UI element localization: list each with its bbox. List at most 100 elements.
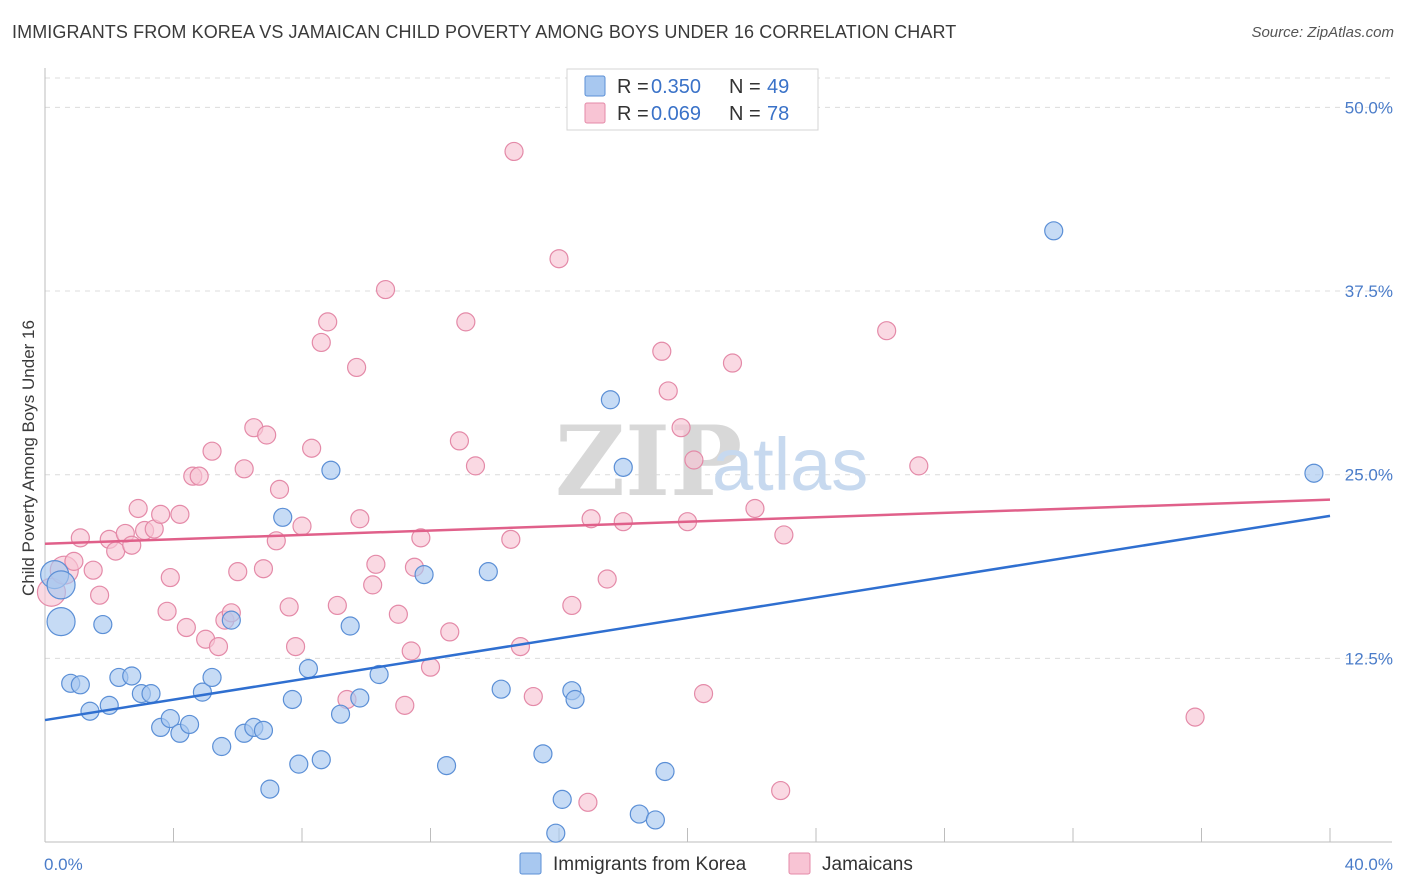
jamaica-point bbox=[456, 312, 476, 332]
jamaica-point bbox=[106, 541, 126, 561]
jamaica-point bbox=[523, 686, 543, 707]
jamaica-point bbox=[375, 279, 396, 300]
jamaica-point bbox=[311, 332, 331, 353]
jamaica-point bbox=[189, 466, 209, 486]
jamaica-point bbox=[652, 341, 672, 361]
jamaica-point bbox=[350, 509, 370, 529]
bottom-legend: Immigrants from Korea Jamaicans bbox=[519, 852, 913, 875]
korea-point bbox=[629, 804, 649, 824]
y-tick-label: 12.5% bbox=[1345, 649, 1393, 668]
jamaica-point bbox=[285, 636, 306, 657]
jamaica-point bbox=[366, 554, 386, 574]
legend-jamaica-n-label: N = bbox=[729, 103, 761, 125]
legend-jamaica-r-label: R = bbox=[617, 103, 649, 125]
bottom-legend-jamaica-swatch bbox=[788, 852, 811, 875]
legend-korea-n-label: N = bbox=[729, 76, 761, 98]
jamaica-point bbox=[581, 509, 601, 529]
jamaica-trend-line bbox=[44, 498, 1331, 545]
trend-lines bbox=[44, 498, 1331, 722]
korea-point bbox=[436, 755, 457, 776]
jamaica-point bbox=[279, 597, 299, 617]
korea-point bbox=[273, 507, 293, 527]
korea-point bbox=[46, 570, 76, 600]
legend-frame bbox=[566, 68, 819, 131]
legend-korea-n-value: 49 bbox=[767, 76, 789, 98]
jamaica-point bbox=[151, 504, 171, 524]
y-axis-label: Child Poverty Among Boys Under 16 bbox=[19, 320, 38, 596]
korea-point bbox=[533, 744, 553, 764]
jamaica-point bbox=[411, 528, 431, 548]
x-tick-label: 40.0% bbox=[1345, 855, 1393, 874]
jamaica-point bbox=[504, 141, 524, 162]
korea-point bbox=[160, 708, 180, 729]
legend-box: R = 0.350 N = 49 R = 0.069 N = 78 bbox=[566, 68, 819, 131]
jamaica-point bbox=[771, 780, 791, 801]
jamaica-point bbox=[578, 792, 598, 812]
jamaica-point bbox=[269, 479, 290, 499]
korea-point bbox=[600, 390, 621, 410]
korea-point bbox=[414, 564, 434, 585]
korea-point bbox=[552, 789, 572, 809]
jamaica-point bbox=[128, 498, 148, 519]
korea-point bbox=[253, 720, 274, 740]
korea-point bbox=[93, 614, 113, 635]
x-tick-label: 0.0% bbox=[44, 855, 83, 874]
jamaica-point bbox=[597, 569, 617, 589]
legend-jamaica-n-value: 78 bbox=[767, 103, 789, 125]
y-tick-label: 50.0% bbox=[1345, 98, 1393, 117]
jamaica-point bbox=[549, 249, 569, 269]
jamaica-point bbox=[70, 528, 90, 548]
jamaica-point bbox=[658, 381, 678, 401]
y-tick-label: 37.5% bbox=[1345, 282, 1393, 301]
chart-source: Source: ZipAtlas.com bbox=[1251, 24, 1394, 41]
jamaica-point bbox=[909, 456, 929, 476]
jamaica-point bbox=[318, 312, 338, 332]
jamaica-point bbox=[302, 438, 322, 458]
jamaica-point bbox=[1185, 707, 1205, 727]
jamaica-point bbox=[253, 559, 274, 579]
korea-point bbox=[655, 761, 675, 782]
korea-point bbox=[321, 460, 341, 480]
korea-point bbox=[565, 689, 585, 710]
jamaica-point bbox=[157, 601, 177, 621]
bottom-legend-korea-label: Immigrants from Korea bbox=[553, 854, 747, 875]
legend-korea-swatch bbox=[584, 75, 606, 97]
korea-point bbox=[202, 667, 222, 688]
korea-point bbox=[613, 457, 633, 477]
korea-point bbox=[478, 562, 498, 582]
legend-korea-r-label: R = bbox=[617, 76, 649, 98]
korea-point bbox=[282, 689, 302, 710]
jamaica-point bbox=[292, 516, 312, 536]
series-korea bbox=[40, 221, 1324, 843]
korea-point bbox=[491, 679, 511, 699]
korea-point bbox=[330, 704, 351, 724]
jamaica-point bbox=[401, 641, 421, 661]
jamaica-point bbox=[388, 604, 408, 624]
korea-point bbox=[260, 779, 280, 799]
legend-korea-r-value: 0.350 bbox=[651, 76, 701, 98]
korea-point bbox=[1304, 463, 1324, 483]
jamaica-point bbox=[90, 585, 110, 605]
jamaica-point bbox=[234, 459, 254, 479]
jamaica-point bbox=[774, 525, 794, 545]
korea-point bbox=[46, 607, 76, 637]
korea-point bbox=[179, 714, 200, 735]
korea-point bbox=[141, 684, 161, 704]
jamaica-point bbox=[877, 321, 897, 341]
jamaica-point bbox=[327, 595, 347, 616]
korea-point bbox=[546, 823, 566, 843]
korea-point bbox=[212, 736, 232, 757]
jamaica-point bbox=[160, 567, 180, 588]
korea-point bbox=[289, 754, 309, 774]
tick-labels: 12.5% 25.0% 37.5% 50.0% 0.0% 40.0% bbox=[44, 98, 1393, 874]
watermark: ZIP atlas bbox=[555, 405, 868, 518]
jamaica-point bbox=[722, 353, 743, 373]
jamaica-point bbox=[176, 617, 196, 638]
legend-jamaica-r-value: 0.069 bbox=[651, 103, 701, 125]
jamaica-point bbox=[693, 684, 714, 704]
korea-point bbox=[70, 675, 90, 695]
jamaica-point bbox=[208, 636, 229, 657]
axes bbox=[44, 68, 1392, 843]
watermark-zip: ZIP bbox=[555, 405, 742, 518]
korea-point bbox=[122, 666, 142, 686]
